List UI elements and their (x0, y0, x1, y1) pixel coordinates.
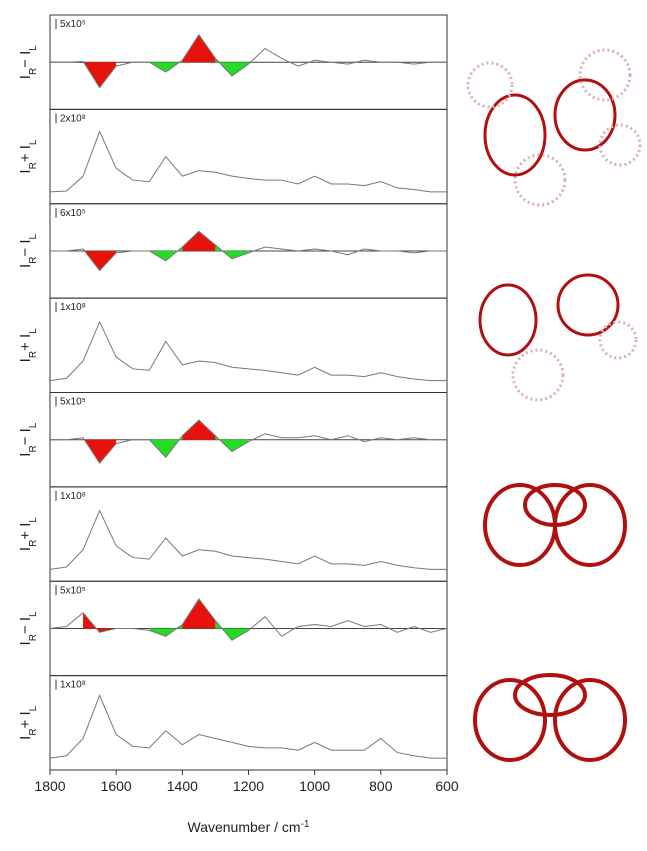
scale-label: 1x10⁸ (60, 302, 86, 313)
band-fill (83, 612, 117, 633)
y-label-sub: R (28, 162, 39, 169)
y-label-main: I (17, 547, 34, 551)
y-label-sub: L (28, 45, 39, 51)
y-label-sub: R (28, 540, 39, 547)
y-label-sub: L (28, 139, 39, 145)
protein-structure (466, 48, 642, 207)
y-label-sub: R (28, 634, 39, 641)
band-fill (215, 435, 249, 452)
scale-label: 5x10⁵ (60, 585, 86, 596)
protein-structure (483, 483, 627, 567)
y-label-sub: L (28, 705, 39, 711)
band-fill (149, 435, 183, 458)
spectrum-line (49, 130, 447, 193)
scale-label: 2x10⁸ (60, 113, 86, 124)
scale-label: 5x10⁵ (60, 397, 86, 408)
x-label-main: Wavenumber / cm (188, 819, 301, 835)
y-label-main: + I (17, 523, 34, 540)
y-label-main: I (17, 264, 34, 268)
y-label-sub: L (28, 517, 39, 523)
y-label-main: + I (17, 711, 34, 728)
band-fill (149, 247, 183, 261)
x-axis-label: Wavenumber / cm-1 (188, 819, 310, 836)
y-label-main: I (17, 75, 34, 79)
y-label-sub: L (28, 422, 39, 428)
y-axis-label: IR− IL (17, 233, 39, 268)
y-axis-label: IR+ IL (17, 328, 39, 363)
y-label-sub: L (28, 233, 39, 239)
x-tick-label: 800 (369, 778, 393, 794)
x-label-sup: -1 (301, 819, 310, 830)
band-fill (149, 624, 183, 637)
spectrum-line (49, 509, 447, 570)
band-fill (83, 61, 117, 88)
band-fill (182, 599, 216, 629)
band-fill (83, 248, 117, 271)
y-label-main: + I (17, 334, 34, 351)
spectrum-line (50, 230, 447, 272)
y-axis-label: IR− IL (17, 611, 39, 646)
y-label-sub: R (28, 68, 39, 75)
spectrum-line (49, 694, 447, 759)
spectrum-line (50, 419, 447, 465)
scale-label: 5x10⁵ (60, 19, 86, 30)
y-label-main: − I (17, 617, 34, 634)
scale-label: 1x10⁸ (60, 491, 86, 502)
y-label-main: − I (17, 428, 34, 445)
panel-frame (49, 108, 448, 205)
y-axis-label: IR− IL (17, 45, 39, 80)
band-fill (215, 58, 249, 76)
y-label-main: I (17, 453, 34, 457)
x-tick-label: 1200 (233, 778, 264, 794)
y-label-main: − I (17, 239, 34, 256)
band-fill (215, 620, 249, 641)
y-label-main: I (17, 169, 34, 173)
spectrum-line (49, 320, 447, 382)
protein-structure (478, 273, 638, 402)
band-fill (182, 231, 216, 251)
y-label-sub: R (28, 728, 39, 735)
scale-label: 1x10⁸ (60, 680, 86, 691)
y-label-main: I (17, 358, 34, 362)
y-label-sub: L (28, 611, 39, 617)
spectrum-line (50, 33, 447, 89)
y-label-main: I (17, 736, 34, 740)
protein-structures (466, 48, 642, 762)
x-tick-label: 1400 (167, 778, 198, 794)
x-tick-label: 1000 (299, 778, 330, 794)
y-label-sub: R (28, 351, 39, 358)
panel-frame (49, 486, 448, 582)
band-fill (149, 60, 183, 72)
y-label-main: − I (17, 51, 34, 68)
band-fill (182, 34, 216, 63)
y-axis-label: IR− IL (17, 422, 39, 457)
protein-structure (473, 673, 627, 762)
spectrum-line (49, 598, 448, 641)
scale-label: 6x10⁵ (60, 208, 86, 219)
panel-frame (49, 297, 448, 393)
y-label-main: I (17, 641, 34, 645)
y-label-sub: L (28, 328, 39, 334)
y-label-sub: R (28, 445, 39, 452)
x-tick-label: 1600 (101, 778, 132, 794)
y-axis-label: IR+ IL (17, 705, 39, 740)
panel-frame (49, 675, 448, 771)
band-fill (182, 420, 216, 440)
y-label-sub: R (28, 257, 39, 264)
y-axis-label: IR+ IL (17, 139, 39, 174)
band-fill (215, 245, 249, 259)
x-tick-label: 1800 (34, 778, 65, 794)
y-label-main: + I (17, 145, 34, 162)
y-axis-label: IR+ IL (17, 517, 39, 552)
x-tick-label: 600 (435, 778, 459, 794)
band-fill (83, 437, 117, 464)
